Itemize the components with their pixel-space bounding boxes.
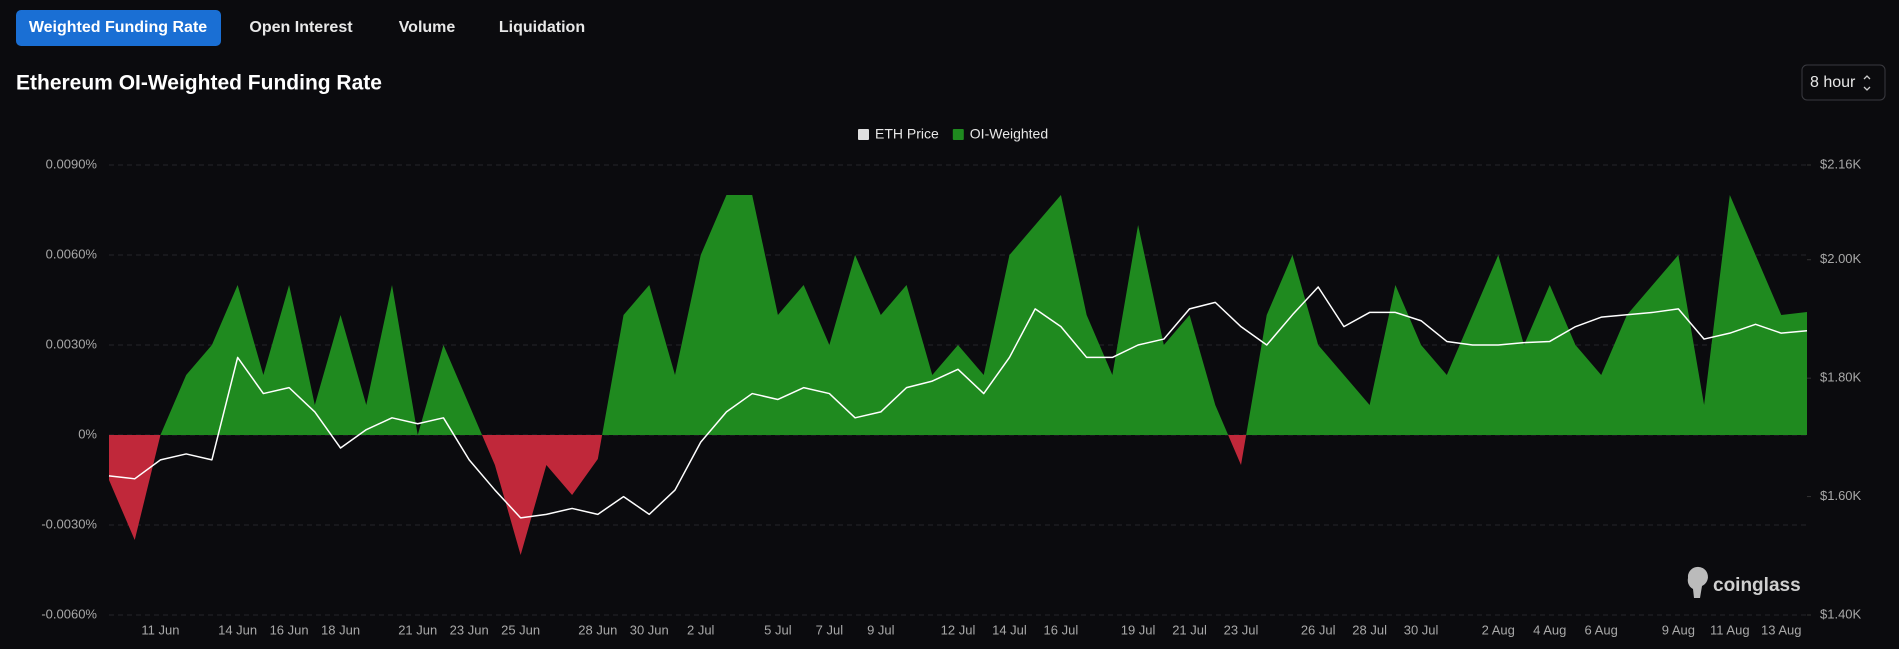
x-tick-label: 2 Jul — [687, 622, 715, 637]
chart-title: Ethereum OI-Weighted Funding Rate — [16, 72, 382, 95]
active-tab[interactable] — [16, 10, 221, 46]
watermark: coinglass — [1687, 566, 1801, 598]
interval-value[interactable]: 8 hour — [1810, 74, 1856, 91]
legend-swatch — [858, 129, 869, 140]
y-tick-label: 0.0090% — [46, 156, 98, 171]
x-tick-label: 26 Jul — [1301, 622, 1336, 637]
x-tick-label: 18 Jun — [321, 622, 360, 637]
y-tick-label: 0% — [78, 426, 97, 441]
x-tick-label: 12 Jul — [941, 622, 976, 637]
y-tick-label: -0.0060% — [41, 606, 97, 621]
y2-tick-label: $1.60K — [1820, 488, 1862, 503]
x-tick-label: 30 Jun — [630, 622, 669, 637]
x-tick-label: 5 Jul — [764, 622, 792, 637]
x-tick-label: 25 Jun — [501, 622, 540, 637]
x-tick-label: 4 Aug — [1533, 622, 1566, 637]
x-tick-label: 14 Jul — [992, 622, 1027, 637]
x-tick-label: 7 Jul — [816, 622, 844, 637]
y-tick-label: -0.0030% — [41, 516, 97, 531]
watermark-logo — [1687, 566, 1708, 598]
funding-area — [109, 195, 1807, 555]
x-tick-label: 21 Jul — [1172, 622, 1207, 637]
plot: -0.0060% -0.0030% 0% 0.0030% 0.0060% 0.0090% $… — [41, 156, 1861, 637]
x-tick-label: 28 Jul — [1352, 622, 1387, 637]
legend-label: OI-Weighted — [970, 126, 1048, 142]
price-line — [108, 286, 1808, 519]
y2-tick-label: $2.00K — [1820, 251, 1862, 266]
x-tick-label: 30 Jul — [1404, 622, 1439, 637]
tab[interactable]: Open Interest — [249, 19, 353, 36]
y-tick-label: 0.0060% — [46, 246, 98, 261]
x-tick-label: 16 Jun — [270, 622, 309, 637]
y2-tick-label: $1.80K — [1820, 370, 1862, 385]
tab[interactable]: Liquidation — [499, 19, 585, 36]
x-tick-label: 21 Jun — [398, 622, 437, 637]
tab[interactable]: Volume — [399, 19, 456, 36]
x-tick-label: 14 Jun — [218, 622, 257, 637]
x-tick-label: 16 Jul — [1044, 622, 1079, 637]
legend: ETH Price OI-Weighted — [858, 126, 1048, 142]
x-tick-label: 28 Jun — [578, 622, 617, 637]
x-tick-label: 11 Jun — [141, 622, 179, 637]
x-tick-label: 23 Jul — [1224, 622, 1259, 637]
y2-tick-label: $1.40K — [1820, 606, 1862, 621]
x-tick-label: 2 Aug — [1482, 622, 1515, 637]
x-tick-label: 23 Jun — [450, 622, 489, 637]
x-tick-label: 6 Aug — [1585, 622, 1618, 637]
y2-tick-label: $2.16K — [1820, 156, 1862, 171]
y-tick-label: 0.0030% — [46, 336, 98, 351]
x-tick-label: 19 Jul — [1121, 622, 1156, 637]
x-tick-label: 9 Aug — [1662, 622, 1695, 637]
select-arrows — [1863, 75, 1871, 91]
x-tick-label: 9 Jul — [867, 622, 895, 637]
x-tick-label: 11 Aug — [1710, 622, 1750, 637]
watermark-text: coinglass — [1713, 575, 1801, 596]
x-tick-label: 13 Aug — [1761, 622, 1802, 637]
interval-select[interactable] — [1801, 64, 1886, 101]
legend-swatch — [952, 129, 964, 140]
legend-label: ETH Price — [875, 126, 939, 142]
tab[interactable]: Weighted Funding Rate — [29, 19, 207, 36]
